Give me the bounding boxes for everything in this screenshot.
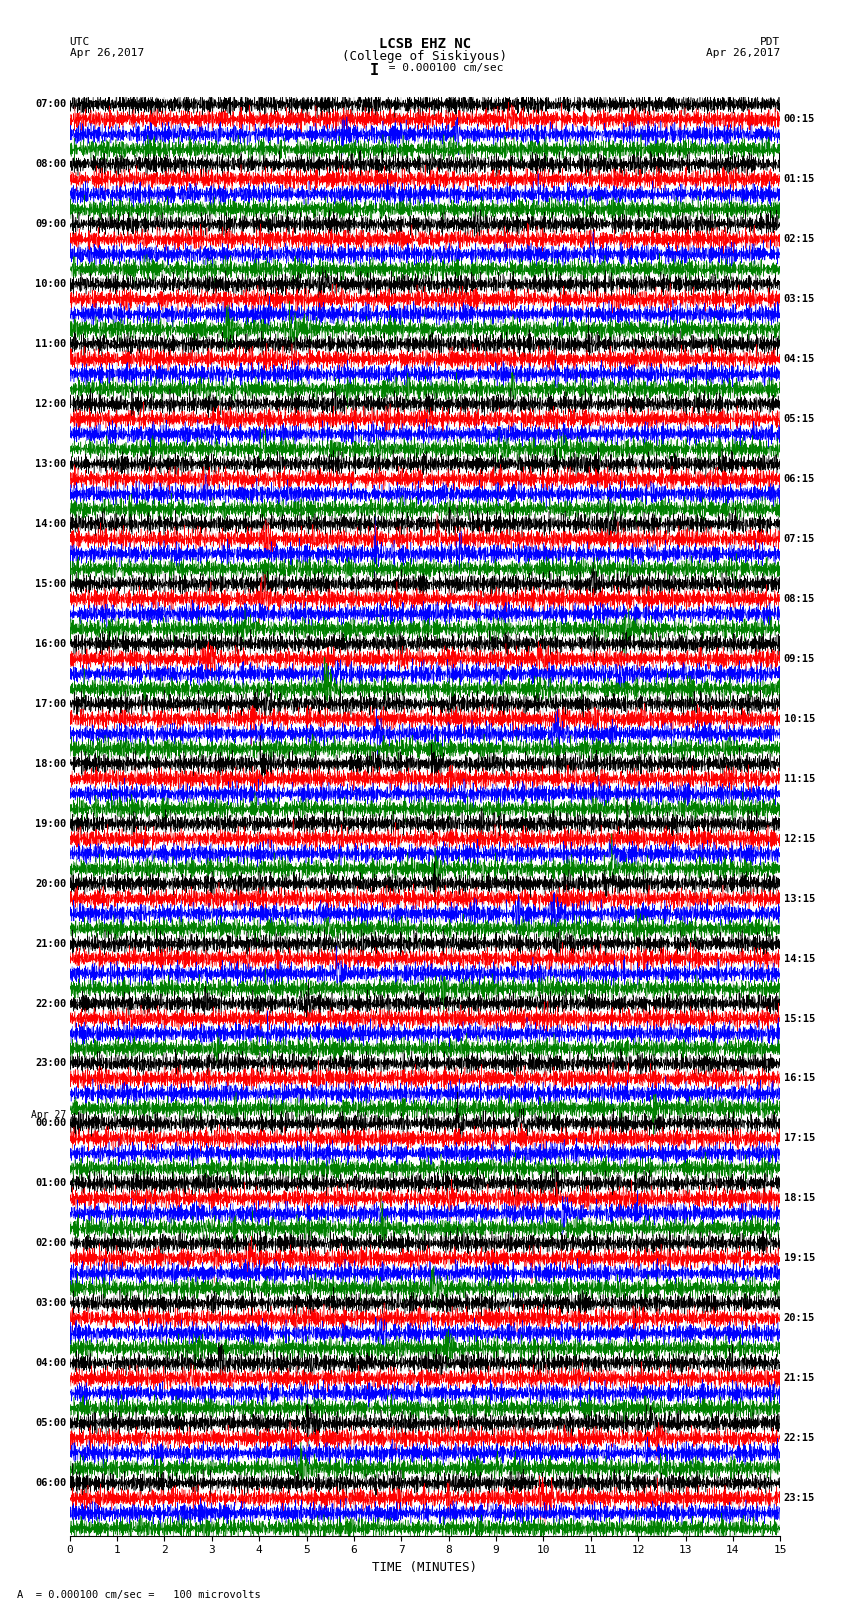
Text: 17:00: 17:00	[35, 698, 66, 708]
X-axis label: TIME (MINUTES): TIME (MINUTES)	[372, 1561, 478, 1574]
Text: Apr 26,2017: Apr 26,2017	[70, 48, 144, 58]
Text: 19:00: 19:00	[35, 819, 66, 829]
Text: Apr 27: Apr 27	[31, 1110, 66, 1119]
Text: 16:00: 16:00	[35, 639, 66, 648]
Text: 05:00: 05:00	[35, 1418, 66, 1428]
Text: 04:15: 04:15	[784, 355, 815, 365]
Text: 00:15: 00:15	[784, 115, 815, 124]
Text: 02:00: 02:00	[35, 1239, 66, 1248]
Text: 10:00: 10:00	[35, 279, 66, 289]
Text: 14:00: 14:00	[35, 519, 66, 529]
Text: Apr 26,2017: Apr 26,2017	[706, 48, 780, 58]
Text: 08:15: 08:15	[784, 594, 815, 603]
Text: 09:15: 09:15	[784, 653, 815, 665]
Text: 14:15: 14:15	[784, 953, 815, 963]
Text: 06:00: 06:00	[35, 1478, 66, 1489]
Text: UTC: UTC	[70, 37, 90, 47]
Text: 00:00: 00:00	[35, 1118, 66, 1129]
Text: 08:00: 08:00	[35, 160, 66, 169]
Text: PDT: PDT	[760, 37, 780, 47]
Text: 19:15: 19:15	[784, 1253, 815, 1263]
Text: 09:00: 09:00	[35, 219, 66, 229]
Text: I: I	[370, 63, 378, 77]
Text: 12:00: 12:00	[35, 398, 66, 410]
Text: = 0.000100 cm/sec: = 0.000100 cm/sec	[382, 63, 504, 73]
Text: 11:00: 11:00	[35, 339, 66, 348]
Text: 20:00: 20:00	[35, 879, 66, 889]
Text: 04:00: 04:00	[35, 1358, 66, 1368]
Text: 22:00: 22:00	[35, 998, 66, 1008]
Text: 15:15: 15:15	[784, 1013, 815, 1024]
Text: 23:00: 23:00	[35, 1058, 66, 1068]
Text: 23:15: 23:15	[784, 1494, 815, 1503]
Text: 17:15: 17:15	[784, 1134, 815, 1144]
Text: 07:15: 07:15	[784, 534, 815, 544]
Text: 07:00: 07:00	[35, 100, 66, 110]
Text: 11:15: 11:15	[784, 774, 815, 784]
Text: (College of Siskiyous): (College of Siskiyous)	[343, 50, 507, 63]
Text: 06:15: 06:15	[784, 474, 815, 484]
Text: 02:15: 02:15	[784, 234, 815, 244]
Text: 18:15: 18:15	[784, 1194, 815, 1203]
Text: 21:15: 21:15	[784, 1373, 815, 1384]
Text: 01:00: 01:00	[35, 1179, 66, 1189]
Text: 05:15: 05:15	[784, 415, 815, 424]
Text: 16:15: 16:15	[784, 1074, 815, 1084]
Text: 15:00: 15:00	[35, 579, 66, 589]
Text: 20:15: 20:15	[784, 1313, 815, 1323]
Text: 12:15: 12:15	[784, 834, 815, 844]
Text: 03:15: 03:15	[784, 294, 815, 305]
Text: 03:00: 03:00	[35, 1298, 66, 1308]
Text: A  = 0.000100 cm/sec =   100 microvolts: A = 0.000100 cm/sec = 100 microvolts	[17, 1590, 261, 1600]
Text: 10:15: 10:15	[784, 715, 815, 724]
Text: 22:15: 22:15	[784, 1434, 815, 1444]
Text: 21:00: 21:00	[35, 939, 66, 948]
Text: 01:15: 01:15	[784, 174, 815, 184]
Text: 18:00: 18:00	[35, 758, 66, 769]
Text: LCSB EHZ NC: LCSB EHZ NC	[379, 37, 471, 52]
Text: 13:15: 13:15	[784, 894, 815, 903]
Text: 13:00: 13:00	[35, 460, 66, 469]
